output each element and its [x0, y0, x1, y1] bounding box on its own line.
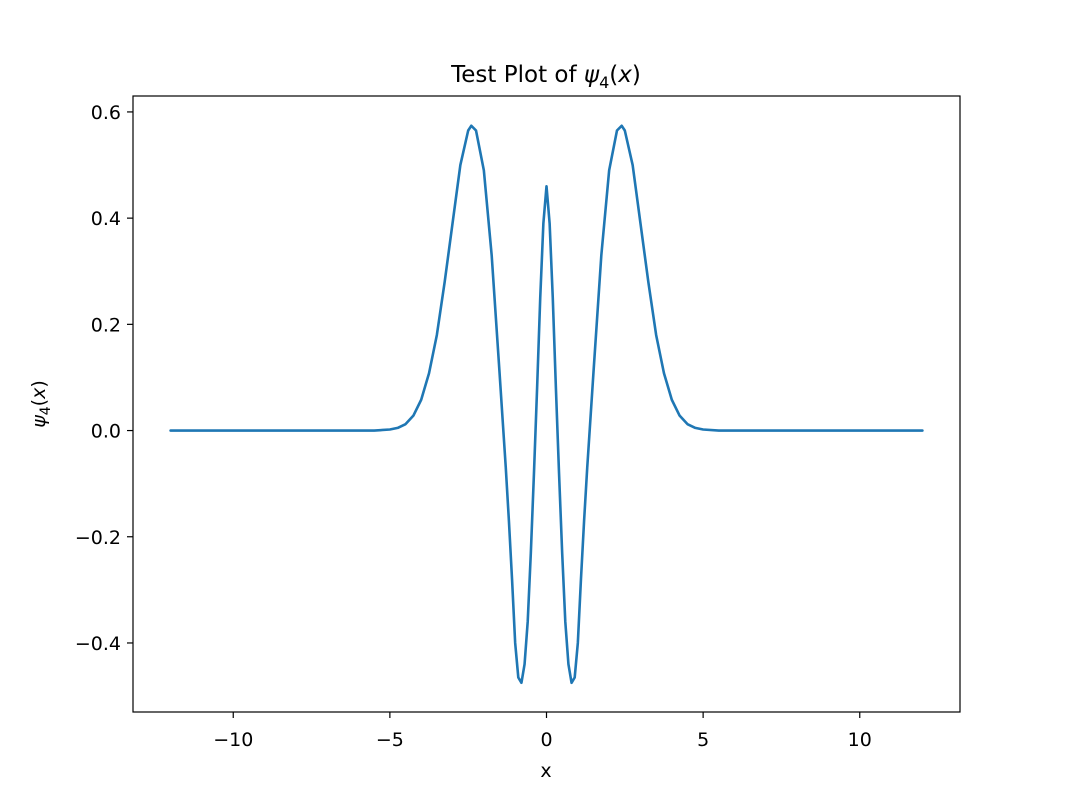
y-axis-label-close-paren: ): [28, 380, 50, 387]
y-tick-label: 0.2: [91, 314, 121, 336]
y-tick-label: 0.6: [91, 102, 121, 124]
y-axis-ticks: −0.4 −0.2 0.0 0.2 0.4 0.6: [75, 102, 133, 655]
x-axis-label: x: [540, 760, 551, 782]
x-axis-ticks: −10 −5 0 5 10: [213, 712, 872, 751]
plot-title-var: x: [617, 62, 632, 88]
plot-title-close-paren: ): [632, 62, 641, 88]
series-line-psi4: [169, 124, 924, 685]
x-tick-label: 5: [697, 729, 709, 751]
x-tick-label: 10: [848, 729, 872, 751]
y-tick-label: 0.4: [91, 208, 121, 230]
plot-title: Test Plot of ψ4(x): [450, 62, 641, 92]
plot-title-subscript: 4: [599, 73, 609, 92]
x-tick-label: −5: [376, 729, 404, 751]
y-axis-label-symbol: ψ: [28, 415, 50, 428]
y-tick-label: −0.4: [75, 633, 121, 655]
plot-title-open-paren: (: [609, 62, 618, 88]
y-axis-label: ψ4(x): [28, 380, 54, 428]
plot-title-prefix: Test Plot of: [450, 62, 584, 88]
y-tick-label: 0.0: [91, 421, 121, 443]
plot-title-symbol: ψ: [584, 62, 600, 88]
y-axis-label-subscript: 4: [38, 406, 54, 415]
x-tick-label: 0: [540, 729, 552, 751]
x-tick-label: −10: [213, 729, 253, 751]
y-axis-label-open-paren: (: [28, 399, 50, 406]
y-axis-label-var: x: [28, 387, 50, 400]
y-tick-label: −0.2: [75, 527, 121, 549]
